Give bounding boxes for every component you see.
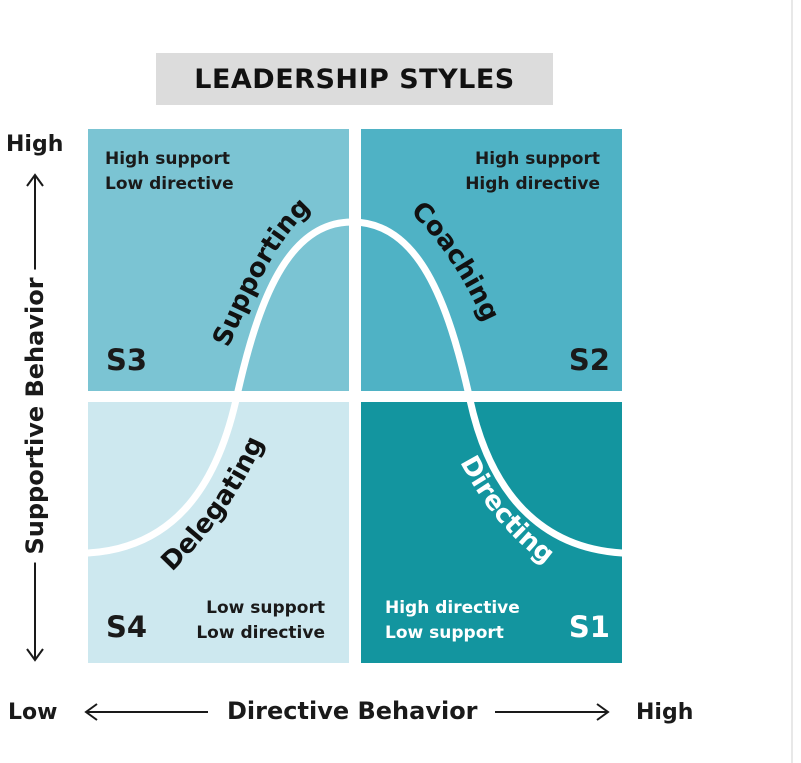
quadrant-s4-description: Low support Low directive: [196, 596, 325, 646]
quadrant-s2-description: High support High directive: [465, 147, 600, 197]
quadrant-s2-code: S2: [568, 343, 610, 377]
quadrant-s1-directive: High directive: [385, 598, 520, 618]
title-box: LEADERSHIP STYLES: [156, 53, 553, 105]
x-axis-high-label: High: [636, 700, 694, 725]
y-axis-title: Supportive Behavior: [21, 269, 49, 563]
quadrant-s4-code: S4: [106, 610, 148, 644]
x-axis-title: Directive Behavior: [227, 697, 478, 725]
y-axis-high-label: High: [6, 132, 64, 157]
quadrant-s3-directive: Low directive: [105, 174, 234, 194]
quadrant-s2: High support High directive S2: [361, 129, 622, 391]
quadrant-s4-support: Low support: [206, 598, 325, 618]
quadrant-s1: High directive Low support S1: [361, 402, 622, 663]
quadrant-s4: Low support Low directive S4: [88, 402, 349, 663]
quadrant-s3-code: S3: [106, 343, 148, 377]
quadrant-s1-code: S1: [568, 610, 610, 644]
label-supporting: Supporting: [207, 192, 316, 351]
quadrant-s3: High support Low directive S3: [88, 129, 349, 391]
label-delegating: Delegating: [156, 432, 270, 577]
quadrant-s1-description: High directive Low support: [385, 596, 520, 646]
quadrant-s3-support: High support: [105, 149, 230, 169]
x-axis-arrow: [84, 703, 610, 721]
quadrant-s2-support: High support: [475, 149, 600, 169]
page-title: LEADERSHIP STYLES: [194, 63, 515, 95]
quadrant-s2-directive: High directive: [465, 174, 600, 194]
frame-edge: [791, 0, 793, 763]
development-curve: [84, 218, 626, 557]
quadrant-s1-support: Low support: [385, 623, 504, 643]
quadrant-s3-description: High support Low directive: [105, 147, 234, 197]
x-axis-low-label: Low: [8, 700, 58, 725]
label-directing: Directing: [454, 451, 560, 570]
quadrant-s4-directive: Low directive: [196, 623, 325, 643]
